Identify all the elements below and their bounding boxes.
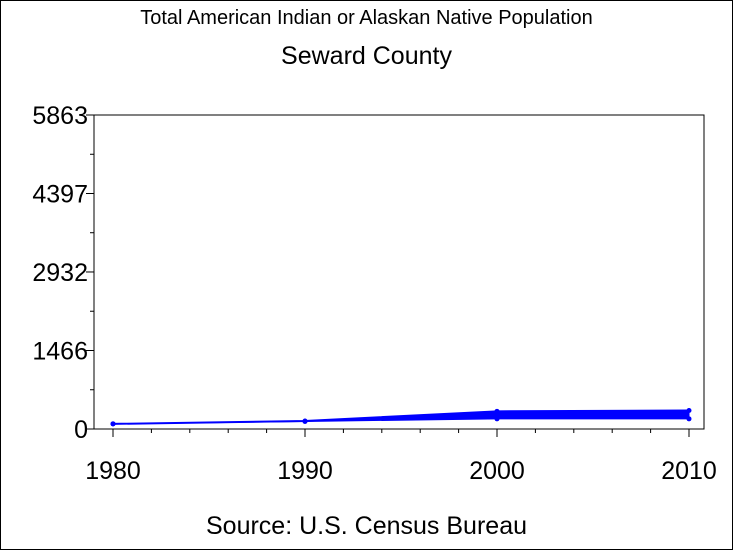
data-point: [494, 408, 500, 414]
source-note: Source: U.S. Census Bureau: [206, 512, 527, 540]
data-point-low: [494, 416, 500, 422]
x-tick-label: 2010: [661, 457, 717, 485]
x-tick-label: 1980: [85, 457, 141, 485]
x-axis: 1980 1990 2000 2010: [85, 429, 717, 485]
y-tick-label: 1466: [32, 337, 88, 365]
x-tick-label: 1990: [277, 457, 333, 485]
y-tick-label: 4397: [32, 181, 88, 209]
y-tick-label: 5863: [32, 102, 88, 130]
y-tick-label: 0: [74, 416, 88, 444]
data-point-low: [302, 419, 308, 425]
y-axis: 0 1466 2932 4397 5863: [32, 102, 94, 444]
chart-title: Total American Indian or Alaskan Native …: [140, 7, 593, 29]
series-line: [112, 409, 690, 425]
data-point: [686, 408, 692, 414]
chart-subtitle: Seward County: [281, 42, 452, 70]
data-point-low: [686, 416, 692, 422]
x-tick-label: 2000: [469, 457, 525, 485]
data-point-low: [110, 421, 116, 427]
series-layer: [110, 408, 692, 427]
y-tick-label: 2932: [32, 259, 88, 287]
plot-area: [93, 114, 705, 430]
